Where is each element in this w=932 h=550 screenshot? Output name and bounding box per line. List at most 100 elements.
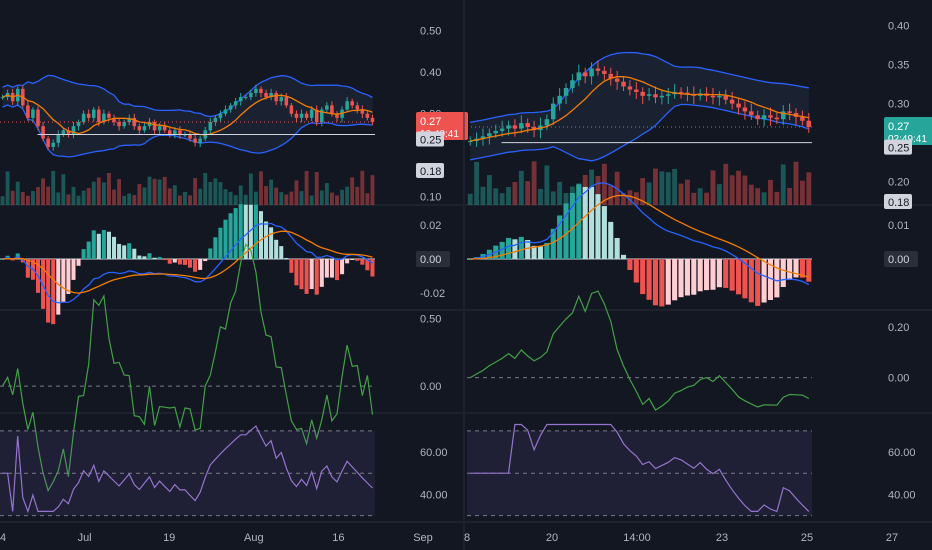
candle-body[interactable]: [659, 95, 665, 98]
candle-body[interactable]: [152, 122, 157, 131]
candle-body[interactable]: [107, 113, 111, 118]
candle-body[interactable]: [717, 95, 722, 98]
support-price-label[interactable]: [416, 131, 444, 147]
candle-body[interactable]: [345, 101, 349, 110]
candle-body[interactable]: [723, 95, 728, 100]
candle-body[interactable]: [279, 97, 284, 102]
candle-body[interactable]: [102, 113, 106, 123]
candle-body[interactable]: [685, 92, 690, 95]
candle-body[interactable]: [365, 113, 370, 118]
candle-body[interactable]: [117, 122, 121, 127]
candle-body[interactable]: [774, 117, 780, 120]
candle-body[interactable]: [640, 91, 645, 96]
candle-body[interactable]: [162, 126, 167, 131]
low-price-label[interactable]: [884, 194, 912, 209]
candle-body[interactable]: [76, 122, 81, 127]
candle-body[interactable]: [512, 125, 518, 129]
candle-body[interactable]: [284, 97, 289, 106]
candle-body[interactable]: [370, 117, 375, 123]
candle-body[interactable]: [228, 105, 233, 110]
low-price-label[interactable]: [416, 163, 444, 178]
candle-body[interactable]: [781, 111, 786, 120]
candle-body[interactable]: [531, 127, 537, 131]
candle-body[interactable]: [142, 126, 147, 131]
candle-body[interactable]: [0, 97, 5, 99]
candle-body[interactable]: [608, 73, 613, 79]
candle-body[interactable]: [621, 81, 626, 87]
candle-body[interactable]: [112, 117, 116, 123]
candle-body[interactable]: [294, 113, 299, 118]
candle-body[interactable]: [350, 101, 354, 106]
candle-body[interactable]: [519, 123, 524, 129]
candle-body[interactable]: [254, 88, 258, 93]
candle-body[interactable]: [26, 105, 30, 118]
candle-body[interactable]: [627, 86, 633, 90]
candle-body[interactable]: [188, 134, 192, 139]
candle-body[interactable]: [51, 142, 55, 147]
candle-body[interactable]: [56, 134, 61, 143]
candle-body[interactable]: [157, 126, 162, 131]
candle-body[interactable]: [31, 109, 35, 118]
candle-body[interactable]: [589, 68, 594, 77]
candle-body[interactable]: [557, 95, 562, 104]
candle-body[interactable]: [304, 113, 309, 118]
candle-body[interactable]: [46, 138, 50, 147]
candle-body[interactable]: [66, 130, 71, 135]
candle-body[interactable]: [602, 70, 607, 74]
candle-body[interactable]: [122, 122, 126, 127]
candle-body[interactable]: [269, 92, 273, 98]
candle-body[interactable]: [499, 128, 505, 131]
candle-body[interactable]: [576, 72, 582, 81]
candle-body[interactable]: [223, 109, 228, 114]
candle-body[interactable]: [787, 111, 792, 113]
last-price-label[interactable]: [884, 117, 932, 145]
candle-body[interactable]: [213, 117, 218, 123]
candle-body[interactable]: [91, 109, 96, 118]
candle-body[interactable]: [137, 126, 142, 131]
candle-body[interactable]: [218, 113, 223, 118]
candle-body[interactable]: [264, 92, 268, 98]
candle-body[interactable]: [173, 130, 177, 135]
candle-body[interactable]: [335, 113, 339, 118]
candle-body[interactable]: [806, 120, 812, 127]
candle-body[interactable]: [480, 136, 486, 139]
candle-body[interactable]: [749, 111, 754, 116]
candle-body[interactable]: [330, 105, 334, 114]
candle-body[interactable]: [467, 141, 473, 143]
candle-body[interactable]: [506, 125, 511, 129]
candle-body[interactable]: [646, 94, 652, 96]
candle-body[interactable]: [355, 105, 360, 110]
candle-body[interactable]: [487, 133, 492, 137]
candle-body[interactable]: [653, 94, 658, 98]
candle-body[interactable]: [97, 109, 101, 123]
candle-body[interactable]: [360, 109, 365, 114]
candle-body[interactable]: [742, 107, 748, 112]
candle-body[interactable]: [61, 130, 66, 135]
candle-body[interactable]: [309, 109, 314, 118]
candle-body[interactable]: [729, 99, 735, 104]
candle-body[interactable]: [299, 113, 304, 118]
candle-body[interactable]: [678, 91, 684, 93]
candle-body[interactable]: [233, 101, 238, 106]
candle-body[interactable]: [582, 72, 588, 77]
candle-body[interactable]: [570, 80, 575, 88]
candle-body[interactable]: [167, 130, 172, 135]
candle-body[interactable]: [81, 113, 86, 123]
candle-body[interactable]: [249, 92, 253, 98]
candle-body[interactable]: [551, 103, 556, 120]
candle-body[interactable]: [238, 97, 243, 102]
candle-body[interactable]: [595, 68, 601, 71]
candle-body[interactable]: [86, 113, 91, 118]
candle-body[interactable]: [710, 95, 716, 98]
candle-body[interactable]: [755, 115, 760, 120]
candle-body[interactable]: [768, 115, 773, 118]
candle-body[interactable]: [36, 109, 40, 127]
candle-body[interactable]: [736, 103, 741, 108]
candle-body[interactable]: [544, 119, 550, 126]
candle-body[interactable]: [41, 126, 45, 139]
candle-body[interactable]: [198, 138, 202, 143]
candle-body[interactable]: [666, 94, 671, 96]
left-chart[interactable]: 0.500.400.300.100.2710:49:410.250.180.02…: [0, 26, 468, 544]
candle-body[interactable]: [525, 123, 530, 127]
